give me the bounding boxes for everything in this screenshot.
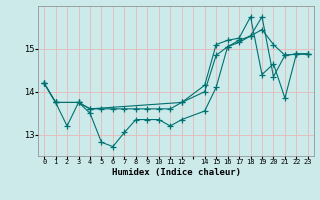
X-axis label: Humidex (Indice chaleur): Humidex (Indice chaleur): [111, 168, 241, 177]
